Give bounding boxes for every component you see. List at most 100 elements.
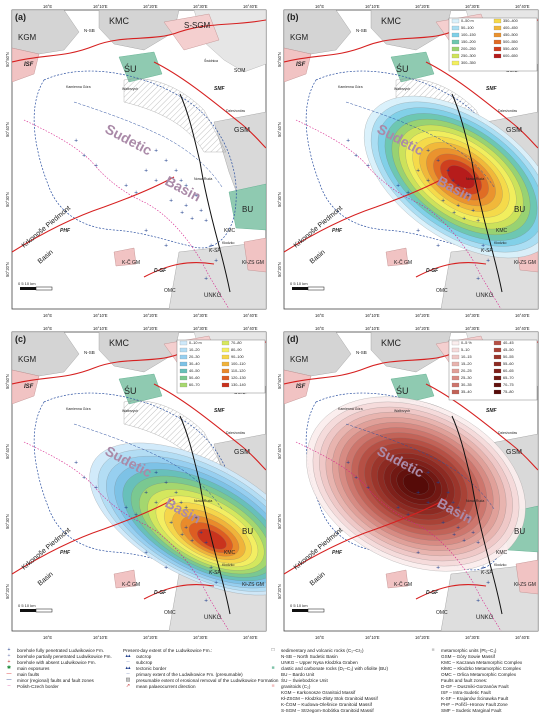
- granitoid-kc: [385, 247, 409, 267]
- legend-text: borehole fully penetrated Ludwikowice Fm…: [17, 648, 105, 654]
- top-axis-tick: 16°40'E: [515, 326, 530, 331]
- label-klmc: KMC: [224, 228, 236, 234]
- label-phf: PHF: [60, 550, 71, 556]
- borehole-marker: +: [416, 490, 420, 496]
- top-axis-tick: 16°40'E: [515, 4, 530, 9]
- inset-legend-swatch: [493, 361, 502, 367]
- borehole-marker: +: [416, 228, 420, 234]
- label-unkg: UNKG: [476, 293, 494, 299]
- inset-legend-swatch: [493, 368, 502, 374]
- fault-smf: [153, 383, 266, 471]
- metamorphic-unit: [284, 332, 352, 377]
- borehole-marker: +: [406, 512, 410, 518]
- label-kmc: KMC: [109, 338, 130, 348]
- label-kmc: KMC: [109, 16, 130, 26]
- inset-legend: [448, 17, 538, 72]
- inset-legend-swatch: [493, 46, 502, 52]
- borehole-marker: +: [346, 138, 350, 144]
- label-kcgm: K-Č GM: [394, 259, 412, 266]
- label-isf: ISF: [24, 384, 34, 390]
- label-scale: 0 5 10 km: [18, 603, 36, 608]
- legend-symbol-row: ┄ Polish-Czech border: [4, 683, 122, 690]
- label-dzierzoniow: Dzierżoniów: [226, 109, 246, 113]
- legend-column-metamorphic: ■ metamorphic units (Pt₂–C₁) GSM – Góry So…: [428, 647, 550, 714]
- inset-legend-swatch: [179, 382, 188, 388]
- label-dzierzoniow: Dzierżoniów: [498, 431, 518, 435]
- scale-bar-segment: [292, 609, 308, 612]
- borehole-marker: +: [179, 178, 183, 184]
- panel-label: (b): [287, 12, 299, 22]
- borehole-marker: +: [180, 532, 184, 538]
- borehole-marker: +: [366, 163, 370, 169]
- label-smf: SMF: [214, 86, 226, 92]
- granitoid-kc: [113, 569, 137, 589]
- inset-legend-label: 90–100: [231, 355, 244, 359]
- label-scale: 0 5 10 km: [290, 281, 308, 286]
- legend-symbol: ↗: [125, 683, 131, 690]
- label-kgm: KGM: [18, 355, 37, 364]
- top-axis-tick: 16°20'E: [415, 326, 430, 331]
- top-axis-tick: 16°30'E: [193, 326, 208, 331]
- label-kgm: KGM: [290, 355, 309, 364]
- legend-symbol: +: [7, 653, 11, 660]
- fault-phf: [284, 498, 447, 575]
- left-axis-tick: 50°20'N: [5, 584, 10, 599]
- borehole-marker: +: [144, 228, 148, 234]
- map-svg: ++++++++++++++++++++++++KMCKGMS-SGMŚUN-S…: [5, 326, 267, 640]
- borehole-marker: +: [471, 530, 475, 536]
- borehole-marker: +: [190, 538, 194, 544]
- label-kgm: KGM: [290, 33, 309, 42]
- label-phf: PHF: [332, 550, 343, 556]
- top-axis-tick: 16°20'E: [143, 4, 158, 9]
- panel-label: (d): [287, 334, 299, 344]
- label-kcgm: K-Č GM: [122, 581, 140, 588]
- left-axis-tick: 50°20'N: [277, 584, 282, 599]
- borehole-marker: +: [164, 158, 168, 164]
- legend-text: metamorphic units (Pt₂–C₁): [441, 648, 497, 654]
- borehole-marker: +: [184, 203, 188, 209]
- borehole-marker: +: [209, 243, 213, 249]
- inset-legend-label: 0–10 m: [189, 341, 202, 345]
- inset-legend-swatch: [451, 340, 460, 346]
- legend-symbol-row: — main faults: [4, 671, 122, 678]
- label-kmc: KMC: [381, 16, 402, 26]
- legend-extent-row: ┈ subcrop: [123, 659, 251, 666]
- label-dgf: D-GF: [426, 590, 439, 596]
- minor-fault: [73, 101, 223, 188]
- inset-legend-swatch: [493, 347, 502, 353]
- inset-legend-swatch: [493, 53, 502, 59]
- borehole-marker: +: [179, 500, 183, 506]
- inset-legend-label: 70–75: [503, 383, 514, 387]
- legend-text: KGM – Karkonosze Granitoid Massif: [281, 690, 356, 696]
- borehole-marker: +: [346, 460, 350, 466]
- label-omc: OMC: [164, 610, 176, 616]
- borehole-marker: +: [451, 178, 455, 184]
- inset-legend-swatch: [493, 340, 502, 346]
- top-axis-tick: 16°30'E: [465, 4, 480, 9]
- inset-legend-label: 100–150: [461, 33, 476, 37]
- borehole-marker: +: [82, 153, 86, 159]
- legend-sedimentary-row: ■ clastic and carbonate rocks (D₁–C₁) wit…: [268, 665, 408, 672]
- borehole-marker: +: [144, 490, 148, 496]
- borehole-marker: +: [180, 210, 184, 216]
- legend-metamorphic-row: GSM – Góry Sowie Massif: [428, 654, 550, 660]
- legend-sedimentary-row: ŚU – Świebodzice Unit: [268, 678, 408, 684]
- borehole-marker: +: [396, 505, 400, 511]
- bottom-axis-tick: 16°10'E: [365, 635, 380, 640]
- legend-text: K-SF – Krajanów Ścinawka Fault: [441, 696, 509, 702]
- inset-legend-swatch: [451, 368, 460, 374]
- polish-czech-border: [23, 441, 230, 631]
- legend-symbol-row: ✱ main exposures: [4, 665, 122, 672]
- legend-metamorphic-row: OMC – Orlica Metamorphic Complex: [428, 672, 550, 678]
- borehole-marker: +: [214, 580, 218, 586]
- inset-legend-swatch: [493, 375, 502, 381]
- borehole-marker: +: [190, 216, 194, 222]
- inset-legend-swatch: [451, 18, 460, 24]
- borehole-marker: +: [426, 148, 430, 154]
- inset-legend-swatch: [179, 375, 188, 381]
- borehole-marker: +: [354, 475, 358, 481]
- borehole-marker: +: [164, 565, 168, 571]
- borehole-marker: +: [134, 190, 138, 196]
- label-smf: SMF: [214, 408, 226, 414]
- bottom-axis-tick: 16°20'E: [143, 635, 158, 640]
